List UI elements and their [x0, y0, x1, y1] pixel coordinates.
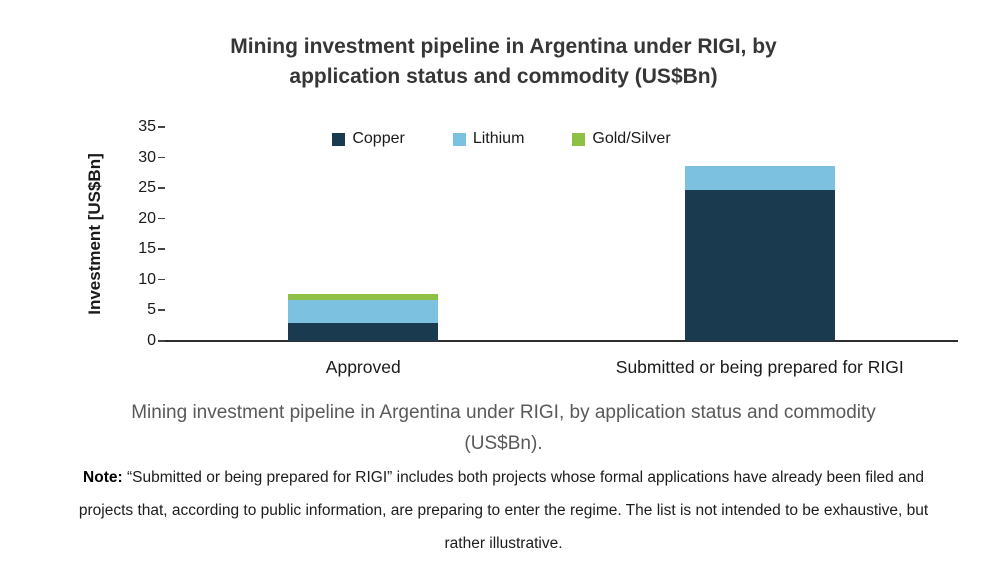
- legend-item-gold-silver: Gold/Silver: [572, 130, 671, 148]
- y-tick-labels: 0 5 10 15 20 25 30 35: [114, 118, 156, 349]
- y-tick-label-15: 15: [138, 240, 156, 258]
- note-label: Note:: [83, 469, 123, 486]
- chart-title: Mining investment pipeline in Argentina …: [230, 35, 777, 88]
- bar-approved-lithium: [288, 300, 439, 323]
- legend-label-lithium: Lithium: [472, 130, 525, 147]
- y-tick-mark: [158, 126, 165, 128]
- legend-label-copper: Copper: [352, 130, 405, 147]
- legend-item-copper: Copper: [332, 130, 405, 148]
- y-tick-mark: [158, 278, 165, 281]
- x-category-label-submitted-or-being-prepared-for-rigi: Submitted or being prepared for RIGI: [615, 357, 904, 377]
- y-tick-label-0: 0: [147, 332, 156, 349]
- note-text: “Submitted or being prepared for RIGI” i…: [78, 469, 929, 552]
- legend-item-lithium: Lithium: [452, 130, 525, 148]
- y-axis: Investment [US$Bn]: [82, 127, 108, 341]
- y-tick-mark: [158, 309, 165, 311]
- y-tick-label-20: 20: [138, 209, 156, 227]
- y-axis-label: Investment [US$Bn]: [85, 153, 104, 315]
- y-tick-mark: [158, 187, 165, 189]
- y-tick-mark: [158, 340, 165, 342]
- bar-submitted-or-being-prepared-for-rigi-copper: [684, 189, 835, 341]
- y-tick-label-35: 35: [138, 118, 156, 135]
- legend-swatch-copper: [332, 132, 346, 146]
- plot-area: Copper Lithium Gold/Silver Approved Submitt…: [158, 126, 958, 377]
- x-axis-line: [165, 340, 958, 342]
- legend-label-gold-silver: Gold/Silver: [592, 130, 671, 147]
- y-tick-label-5: 5: [147, 301, 156, 319]
- y-tick-mark: [158, 156, 165, 159]
- legend-swatch-gold-silver: [572, 132, 586, 146]
- x-category-label-approved: Approved: [325, 357, 401, 377]
- y-tick-label-30: 30: [138, 148, 156, 166]
- figure-caption: Mining investment pipeline in Argentina …: [131, 402, 876, 454]
- y-tick-label-25: 25: [138, 179, 156, 197]
- legend: Copper Lithium Gold/Silver: [165, 130, 838, 148]
- bar-submitted-or-being-prepared-for-rigi-lithium: [684, 165, 835, 190]
- legend-swatch-lithium: [452, 132, 466, 146]
- y-tick-label-10: 10: [138, 270, 156, 288]
- y-tick-mark: [158, 217, 165, 220]
- figure-note: Note: “Submitted or being prepared for R…: [59, 461, 949, 560]
- bar-approved-copper: [288, 322, 439, 341]
- y-tick-mark: [158, 248, 165, 250]
- bar-approved-gold-silver: [288, 293, 439, 301]
